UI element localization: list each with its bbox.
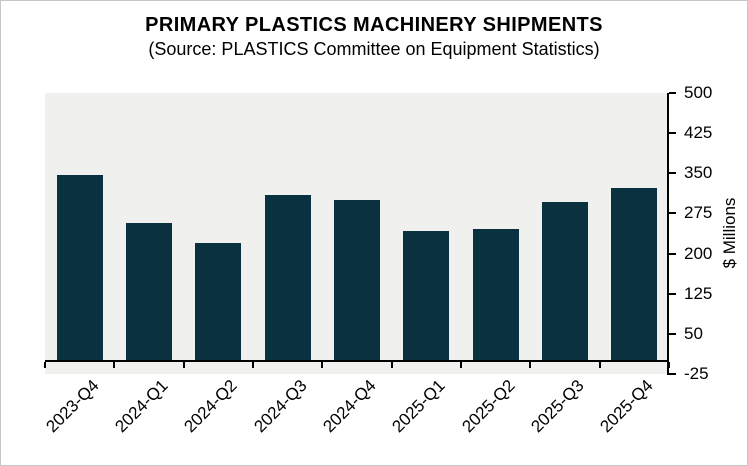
x-axis-tick: [668, 361, 670, 368]
y-tick-label--25: -25: [684, 364, 709, 383]
bar-2024-Q3: [264, 195, 311, 361]
x-axis-tick: [321, 361, 324, 368]
x-axis-tick: [113, 361, 116, 368]
x-tick-label-2024-Q4: 2024-Q4: [319, 376, 380, 437]
x-tick-label-2025-Q4: 2025-Q4: [596, 376, 657, 437]
x-tick-label-2025-Q2: 2025-Q2: [457, 376, 519, 437]
y-tick-label-275: 275: [684, 203, 713, 223]
bar-2023-Q4: [56, 174, 103, 361]
x-tick-label-2024-Q1: 2024-Q1: [111, 376, 172, 437]
bar-2025-Q3: [542, 201, 588, 361]
y-tick-label-350: 350: [684, 163, 713, 183]
bar-2025-Q1: [403, 230, 450, 361]
x-tick-label-2024-Q3: 2024-Q3: [249, 376, 311, 437]
y-axis-tick: [669, 252, 676, 255]
bar-2025-Q2: [472, 228, 519, 361]
x-tick-label-2024-Q2: 2024-Q2: [180, 376, 241, 437]
x-axis-tick: [460, 361, 462, 368]
x-axis-tick: [598, 361, 601, 368]
x-axis-tick: [252, 361, 254, 368]
y-axis-tick: [669, 172, 676, 175]
y-axis-tick: [669, 373, 676, 375]
plot-area: [45, 93, 669, 374]
bar-2024-Q2: [195, 243, 242, 361]
bar-2024-Q4: [334, 200, 380, 361]
y-axis-title: $ Millions: [720, 197, 739, 269]
x-tick-label-2025-Q1: 2025-Q1: [388, 376, 449, 437]
x-axis-tick: [182, 361, 185, 368]
y-axis-tick: [669, 132, 676, 135]
y-tick-label-200: 200: [684, 243, 713, 263]
x-axis-tick: [44, 361, 46, 368]
chart-title: PRIMARY PLASTICS MACHINERY SHIPMENTS: [145, 14, 603, 36]
x-axis-tick: [529, 361, 532, 368]
y-axis-tick: [669, 212, 676, 215]
x-tick-label-2025-Q3: 2025-Q3: [527, 376, 588, 437]
y-tick-label-425: 425: [684, 123, 713, 143]
x-tick-label-2023-Q4: 2023-Q4: [41, 376, 103, 437]
bar-2025-Q4: [611, 188, 658, 361]
y-tick-label-50: 50: [684, 323, 703, 343]
chart-subtitle: (Source: PLASTICS Committee on Equipment…: [148, 39, 600, 59]
bar-2024-Q1: [126, 223, 172, 361]
y-tick-label-500: 500: [684, 83, 713, 102]
x-axis-line: [45, 359, 669, 362]
y-axis-tick: [669, 92, 676, 94]
y-axis-line: [667, 93, 669, 375]
x-axis-tick: [390, 361, 393, 368]
y-tick-label-125: 125: [684, 283, 713, 303]
y-axis-tick: [669, 332, 676, 335]
y-axis-tick: [669, 292, 676, 295]
